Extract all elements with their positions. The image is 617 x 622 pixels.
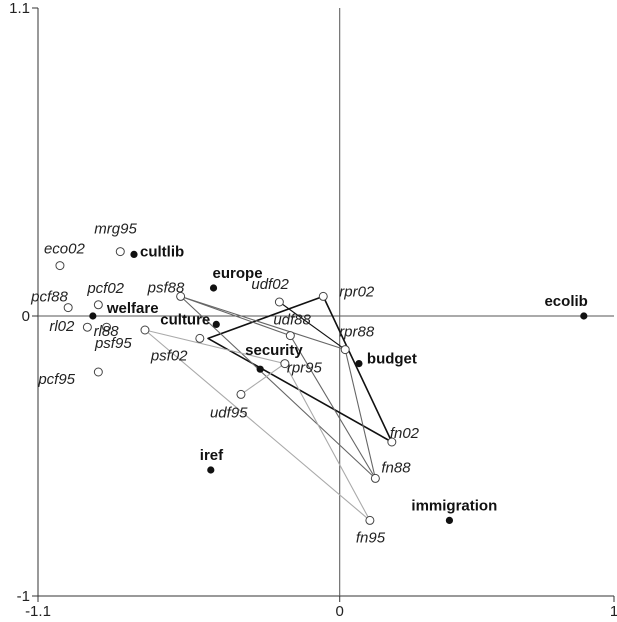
party-point-pcf02	[93, 300, 103, 310]
y-tick-label: -1	[17, 588, 30, 605]
party-point-udf88	[285, 331, 295, 341]
party-label-udf95: udf95	[210, 404, 248, 421]
party-label-rpr88: rpr88	[339, 324, 375, 341]
party-label-fn95: fn95	[356, 529, 386, 546]
variable-label-iref: iref	[200, 447, 224, 464]
party-point-udf02	[274, 297, 284, 307]
variable-point-iref	[207, 466, 215, 474]
party-point-rpr88	[340, 345, 350, 355]
party-label-mrg95: mrg95	[94, 221, 137, 238]
party-label-udf88: udf88	[273, 312, 311, 329]
variable-label-cultlib: cultlib	[140, 243, 184, 260]
party-label-pcf02: pcf02	[86, 280, 124, 297]
party-point-psf95	[140, 325, 150, 335]
y-tick-label: 1.1	[9, 0, 30, 17]
party-point-eco02	[55, 261, 65, 271]
party-point-udf95	[236, 389, 246, 399]
party-point-fn88	[370, 473, 380, 483]
party-point-pcf88	[63, 303, 73, 313]
connector-line	[240, 363, 286, 395]
party-label-eco02: eco02	[44, 241, 86, 258]
variable-point-immigration	[445, 516, 454, 525]
variable-label-budget: budget	[367, 351, 417, 368]
variable-point-culture	[212, 320, 220, 328]
party-label-psf02: psf02	[150, 347, 188, 364]
variable-label-immigration: immigration	[411, 497, 497, 514]
party-label-psf88: psf88	[147, 279, 185, 296]
party-point-psf02	[195, 333, 205, 343]
party-point-pcf95	[93, 367, 103, 377]
variable-label-welfare: welfare	[106, 300, 159, 317]
y-tick-label: 0	[22, 308, 30, 325]
connector-line	[180, 295, 291, 337]
party-point-fn02	[387, 437, 397, 447]
party-point-rpr95	[280, 359, 290, 369]
variable-point-ecolib	[580, 312, 588, 320]
x-tick-label: -1.1	[25, 603, 51, 620]
x-tick-label: 1	[610, 603, 617, 620]
variable-point-welfare	[89, 312, 97, 320]
party-label-udf02: udf02	[251, 276, 289, 293]
variable-label-culture: culture	[160, 311, 210, 328]
triangle-88	[180, 295, 376, 479]
party-label-rpr95: rpr95	[287, 360, 323, 377]
party-label-rpr02: rpr02	[339, 283, 375, 300]
triangle-lines	[144, 295, 393, 521]
connector-line	[279, 301, 346, 351]
party-label-pcf88: pcf88	[30, 289, 68, 306]
axes: -1.1 0 1 1.1 0 -1	[9, 0, 617, 620]
variable-label-europe: europe	[213, 265, 263, 282]
variable-point-cultlib	[130, 250, 138, 258]
party-label-fn88: fn88	[381, 459, 411, 476]
party-label-pcf95: pcf95	[37, 371, 75, 388]
party-label-rl88: rl88	[94, 323, 120, 340]
variable-label-ecolib: ecolib	[544, 293, 587, 310]
variable-point-europe	[209, 284, 218, 292]
party-label-rl02: rl02	[49, 318, 75, 335]
variable-point-budget	[355, 360, 363, 368]
points	[55, 247, 588, 525]
party-point-fn95	[365, 515, 375, 525]
party-point-rl02	[82, 322, 92, 332]
triangle-95	[144, 329, 371, 521]
party-point-mrg95	[115, 247, 125, 257]
party-label-fn02: fn02	[390, 425, 420, 442]
variable-point-security	[256, 365, 264, 373]
variable-label-security: security	[245, 342, 303, 359]
party-point-rpr02	[318, 291, 328, 301]
party-point-rl88	[102, 322, 112, 332]
triangle-02	[207, 295, 393, 443]
party-point-psf88	[176, 291, 186, 301]
connector-line	[289, 335, 376, 479]
party-label-psf95: psf95	[94, 335, 132, 352]
x-tick-label: 0	[336, 603, 344, 620]
